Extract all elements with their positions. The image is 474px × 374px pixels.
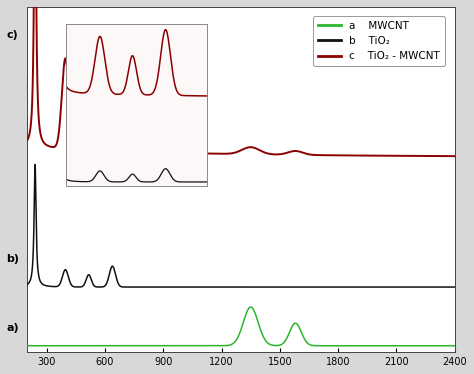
Text: b): b) <box>6 254 19 264</box>
Legend: a    MWCNT, b    TiO₂, c    TiO₂ - MWCNT: a MWCNT, b TiO₂, c TiO₂ - MWCNT <box>313 16 445 67</box>
Text: c): c) <box>7 30 19 40</box>
Text: a): a) <box>6 323 19 333</box>
